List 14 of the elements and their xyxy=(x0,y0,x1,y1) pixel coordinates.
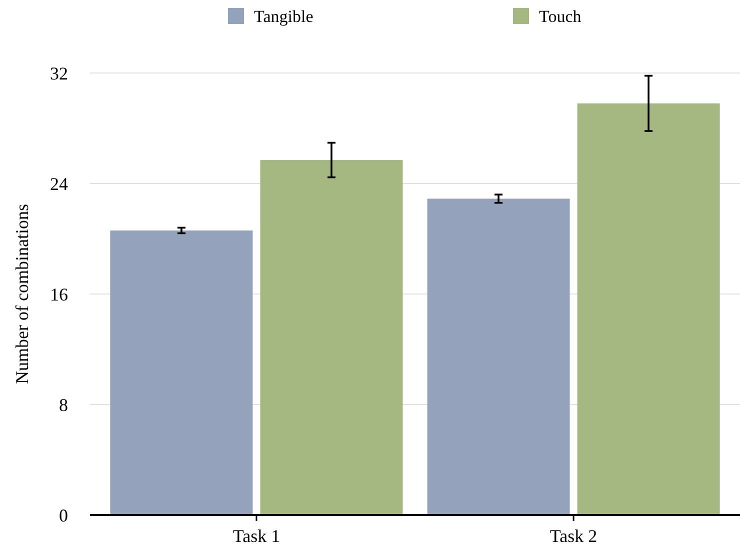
y-tick-label: 0 xyxy=(59,505,68,526)
y-tick-label: 24 xyxy=(50,174,68,194)
bar xyxy=(427,198,570,515)
x-tick-label: Task 1 xyxy=(232,526,280,546)
legend-label: Tangible xyxy=(254,6,314,26)
y-axis-title: Number of combinations xyxy=(12,204,32,384)
x-tick-label: Task 2 xyxy=(550,526,598,546)
legend-label: Touch xyxy=(539,6,582,26)
bar xyxy=(577,103,720,515)
y-tick-label: 16 xyxy=(50,284,68,304)
y-tick-label: 8 xyxy=(59,394,68,415)
bar xyxy=(260,160,403,515)
y-tick-label: 32 xyxy=(50,63,68,84)
bar xyxy=(110,230,253,515)
